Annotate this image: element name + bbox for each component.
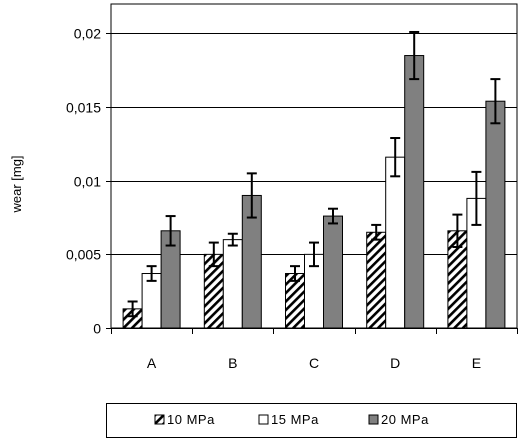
series-group — [122, 30, 506, 329]
y-axis: 0 0,005 0,01 0,015 0,02 — [66, 26, 111, 337]
legend-swatch — [258, 414, 269, 425]
bar — [323, 215, 343, 329]
bar — [404, 55, 425, 329]
y-tick-label: 0 — [93, 321, 101, 337]
bar — [385, 156, 406, 329]
legend-box — [106, 403, 517, 438]
x-tick-label: A — [147, 355, 157, 371]
x-tick-label: B — [228, 355, 237, 371]
y-tick-label: 0,005 — [66, 247, 101, 263]
legend: 10 MPa 15 MPa 20 MPa — [106, 403, 517, 438]
bar — [222, 239, 243, 329]
bar — [366, 231, 387, 329]
legend-label: 20 MPa — [381, 412, 429, 427]
x-tick-label: C — [309, 355, 319, 371]
bar — [485, 100, 506, 329]
y-tick-label: 0,015 — [66, 100, 101, 116]
y-tick-label: 0,02 — [74, 26, 101, 42]
x-tick-label: E — [472, 355, 481, 371]
y-axis-title: wear [mg] — [9, 155, 24, 213]
x-tick-label: D — [390, 355, 400, 371]
x-axis: A B C D E — [111, 328, 518, 371]
legend-swatch — [154, 414, 165, 425]
legend-label: 10 MPa — [167, 412, 215, 427]
y-tick-label: 0,01 — [74, 174, 101, 190]
legend-swatch — [368, 414, 379, 425]
legend-label: 15 MPa — [271, 412, 319, 427]
